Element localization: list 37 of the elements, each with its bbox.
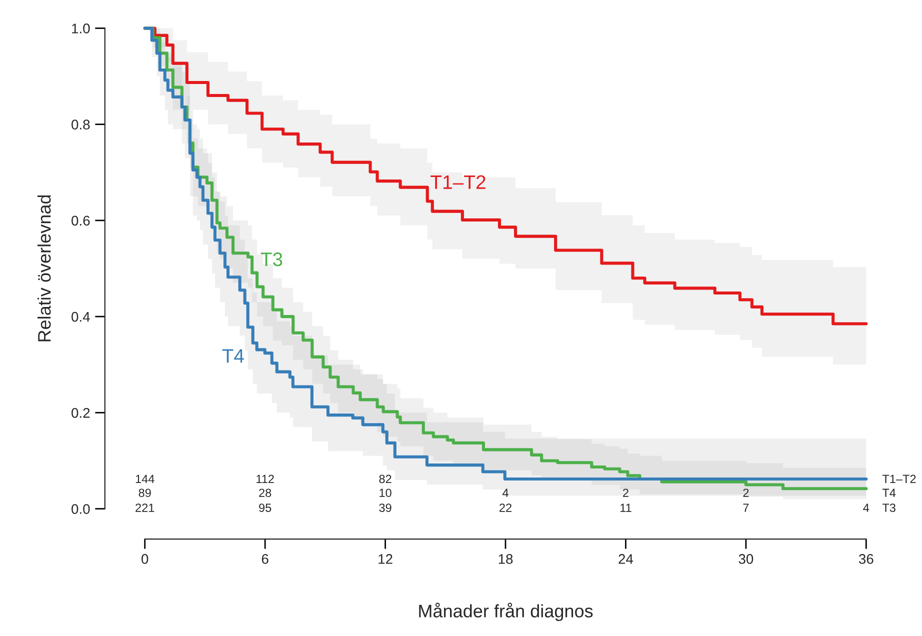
annotation: 4: [502, 488, 508, 497]
text: T1–T2: [882, 474, 916, 483]
annotation: 4: [863, 504, 870, 512]
annotation: 95: [259, 504, 272, 512]
annotation: 10: [380, 488, 392, 498]
text: T4: [882, 488, 896, 497]
y-tick-label: 0.6: [72, 216, 90, 226]
x-tick-label: 30: [738, 554, 754, 564]
y-tick-label: 0.0: [72, 504, 90, 514]
y-tick-label: 0.8: [72, 120, 90, 130]
y-axis-title: Relativ överlevnad: [38, 195, 51, 342]
annotation: 11: [620, 504, 632, 512]
x-tick-label: 24: [618, 554, 634, 564]
annotation: 2: [743, 488, 749, 497]
x-tick-label: 6: [262, 554, 268, 564]
x-tick-label: 0: [142, 554, 148, 564]
x-tick-label: 12: [378, 554, 392, 564]
series-label: T3: [260, 252, 282, 266]
text: T3: [882, 504, 896, 512]
y-tick-label: 0.2: [72, 408, 90, 418]
annotation: 7: [743, 504, 749, 512]
annotation: 89: [138, 488, 151, 498]
x-tick-label: 18: [498, 554, 513, 564]
annotation: 144: [136, 474, 154, 483]
series-label: T4: [222, 349, 244, 363]
x-tick-label: 36: [858, 554, 874, 564]
y-tick-label: 0.4: [72, 312, 90, 322]
annotation: 221: [136, 504, 154, 512]
series-label: T1–T2: [430, 175, 486, 189]
annotation: 2: [623, 488, 628, 497]
annotation: 28: [259, 488, 272, 498]
y-tick-label: 1.0: [72, 24, 90, 34]
annotation: 82: [379, 474, 392, 484]
annotation: 22: [500, 504, 512, 512]
x-axis-title: Månader från diagnos: [419, 602, 593, 622]
annotation: 112: [256, 474, 274, 483]
annotation: 39: [379, 504, 392, 512]
